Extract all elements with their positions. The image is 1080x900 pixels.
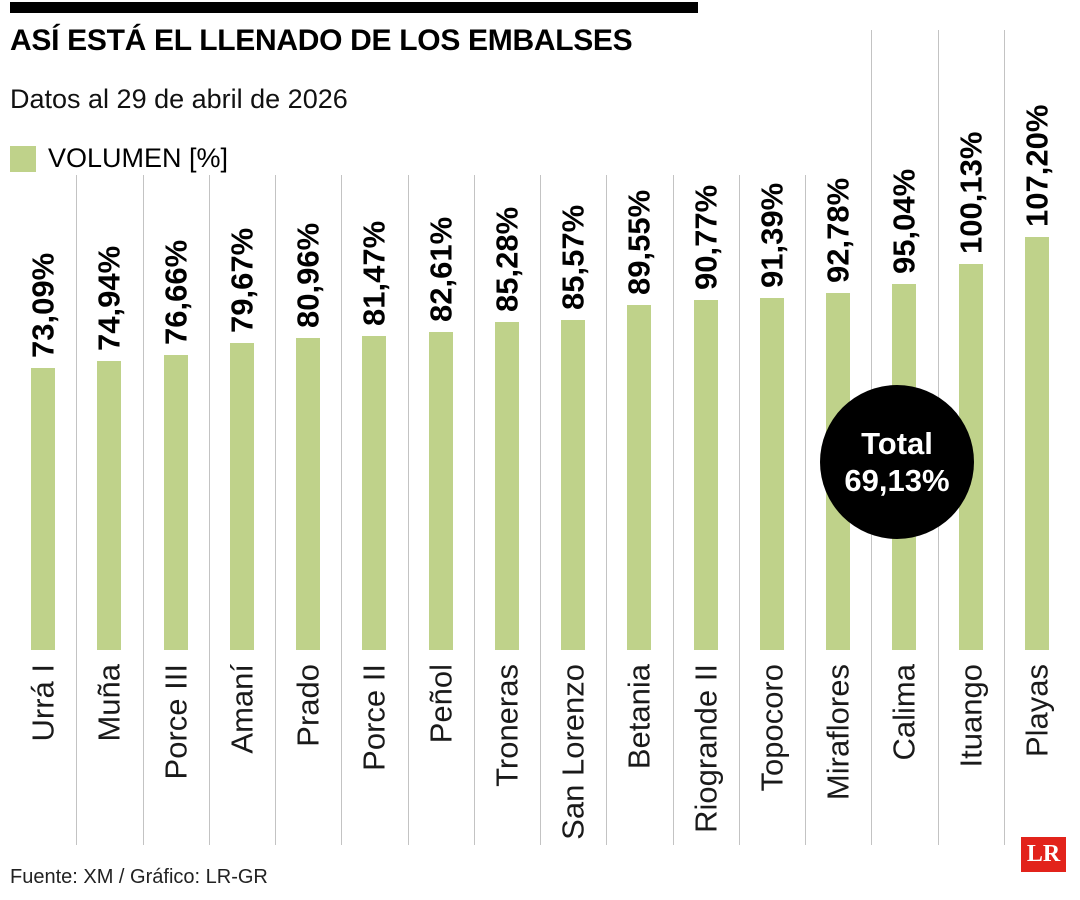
bar — [561, 320, 586, 650]
bar — [693, 300, 718, 650]
gridline — [738, 175, 740, 845]
chart-title: ASÍ ESTÁ EL LLENADO DE LOS EMBALSES — [10, 24, 633, 57]
gridline — [76, 175, 78, 845]
gridline — [208, 175, 210, 845]
bar-category-label: Topocoro — [754, 664, 790, 792]
gridline — [407, 175, 409, 845]
total-badge-value: 69,13% — [844, 463, 950, 498]
bar — [31, 368, 56, 650]
gridline — [473, 175, 475, 845]
bar-value-label: 85,57% — [555, 204, 591, 310]
gridline — [275, 175, 276, 845]
bar-value-label: 82,61% — [423, 216, 459, 322]
bar-value-label: 92,78% — [820, 177, 856, 283]
bar — [428, 332, 453, 650]
gridline — [341, 175, 343, 845]
bar-value-label: 91,39% — [754, 182, 790, 288]
source-credit: Fuente: XM / Gráfico: LR-GR — [10, 866, 268, 888]
bar-value-label: 80,96% — [290, 222, 326, 328]
bar — [229, 343, 254, 650]
bar-category-label: Riogrande II — [688, 664, 724, 833]
lr-logo: LR — [1021, 837, 1066, 872]
bar-category-label: Porce III — [158, 664, 194, 780]
bar — [163, 355, 188, 650]
bar-category-label: Peñol — [423, 664, 459, 744]
bar-category-label: Porce II — [356, 664, 392, 771]
legend: VOLUMEN [%] — [10, 143, 228, 174]
bar-value-label: 73,09% — [25, 252, 61, 358]
bar — [1024, 237, 1049, 650]
bar — [494, 322, 519, 650]
bar-value-label: 76,66% — [158, 239, 194, 345]
bar-value-label: 100,13% — [953, 131, 989, 254]
bar-category-label: San Lorenzo — [555, 664, 591, 840]
bar — [759, 298, 784, 650]
bar-category-label: Playas — [1019, 664, 1055, 758]
bar-value-label: 74,94% — [91, 245, 127, 351]
gridline — [142, 175, 144, 845]
gridline — [672, 175, 674, 845]
bar-category-label: Prado — [290, 664, 326, 747]
gridline — [606, 175, 608, 845]
bar-value-label: 90,77% — [688, 184, 724, 290]
bar-value-label: 89,55% — [621, 189, 657, 295]
bar — [296, 338, 321, 650]
bar-category-label: Ituango — [953, 664, 989, 768]
bar — [627, 305, 652, 650]
bar-value-label: 81,47% — [356, 220, 392, 326]
bar-category-label: Amaní — [224, 664, 260, 754]
bar-category-label: Muña — [91, 664, 127, 742]
bar-value-label: 79,67% — [224, 227, 260, 333]
bar-value-label: 85,28% — [489, 206, 525, 312]
top-rule — [10, 2, 698, 13]
bar — [362, 336, 387, 650]
bar-category-label: Betania — [621, 664, 657, 770]
gridline — [805, 175, 806, 845]
bar-category-label: Troneras — [489, 664, 525, 787]
legend-label: VOLUMEN [%] — [48, 143, 229, 173]
gridline — [540, 175, 541, 845]
total-badge: Total 69,13% — [820, 385, 974, 539]
total-badge-label: Total — [861, 425, 933, 461]
gridline — [1003, 30, 1005, 845]
chart-subtitle: Datos al 29 de abril de 2026 — [10, 84, 348, 114]
bar-value-label: 107,20% — [1019, 104, 1055, 227]
bar-category-label: Miraflores — [820, 664, 856, 801]
bar-category-label: Calima — [886, 664, 922, 761]
bar-value-label: 95,04% — [886, 168, 922, 274]
bar — [97, 361, 122, 650]
bar-category-label: Urrá I — [25, 664, 61, 742]
legend-swatch — [10, 145, 36, 172]
